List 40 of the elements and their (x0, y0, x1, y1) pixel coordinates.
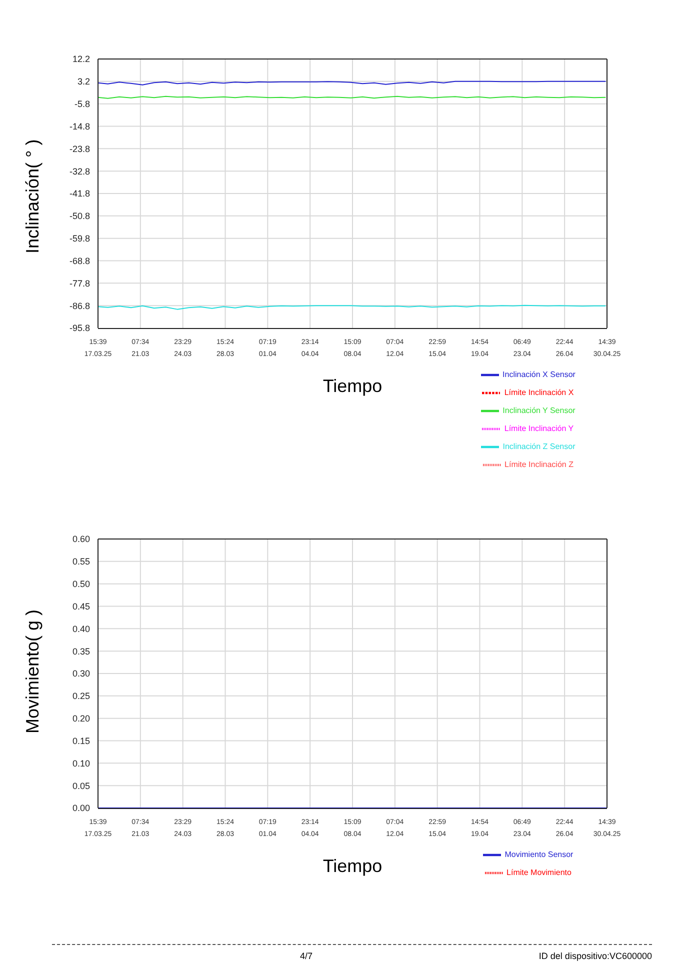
y-tick-label: 0.60 (72, 534, 90, 544)
y-tick-label: 0.25 (72, 691, 90, 702)
text: 4/7 (300, 951, 313, 961)
y-tick-label: 0.00 (72, 803, 90, 814)
legend-label: Inclinación Y Sensor (502, 406, 576, 416)
legend-label: Inclinación X Sensor (502, 370, 576, 380)
y-tick-label: 0.10 (72, 758, 90, 768)
legend-label: Movimiento Sensor (504, 850, 574, 860)
y-tick-label: -23.8 (69, 144, 90, 154)
legend-label: Límite Inclinación Y (504, 424, 574, 434)
y-tick-label: 0.15 (72, 736, 90, 746)
y-tick-label: 0.40 (72, 624, 90, 634)
y-tick-label: 0.05 (72, 780, 90, 791)
y-tick-label: 3.2 (77, 76, 90, 87)
y-tick-label: -14.8 (69, 121, 90, 132)
legend-label: Inclinación Z Sensor (502, 442, 576, 452)
y-tick-label: 0.45 (72, 601, 90, 612)
text: ID del dispositivo:VC600000 (538, 951, 652, 961)
y-axis-title: Inclinación( ° ) (22, 139, 42, 254)
x-axis-title: Tiempo (322, 376, 382, 396)
y-tick-label: -41.8 (69, 188, 90, 199)
y-tick-label: -77.8 (69, 278, 90, 288)
y-tick-label: -59.8 (69, 234, 90, 244)
y-tick-label: 0.35 (72, 646, 90, 656)
y-tick-label: -32.8 (69, 166, 90, 176)
y-tick-label: 12.2 (72, 54, 90, 64)
y-axis-title: Movimiento( g ) (22, 609, 42, 734)
y-tick-label: 0.20 (72, 714, 90, 724)
y-tick-label: -95.8 (69, 323, 90, 334)
y-tick-label: -68.8 (69, 256, 90, 266)
y-tick-label: -5.8 (74, 99, 90, 110)
x-axis-title: Tiempo (322, 856, 382, 876)
legend-label: Límite Inclinación Z (504, 460, 574, 470)
legend-label: Límite Inclinación X (504, 388, 574, 398)
y-tick-label: -86.8 (69, 300, 90, 311)
y-tick-label: 0.50 (72, 579, 90, 590)
y-tick-label: 0.30 (72, 668, 90, 679)
y-tick-label: -50.8 (69, 211, 90, 222)
legend-label: Límite Movimiento (506, 868, 572, 878)
y-tick-label: 0.55 (72, 556, 90, 567)
